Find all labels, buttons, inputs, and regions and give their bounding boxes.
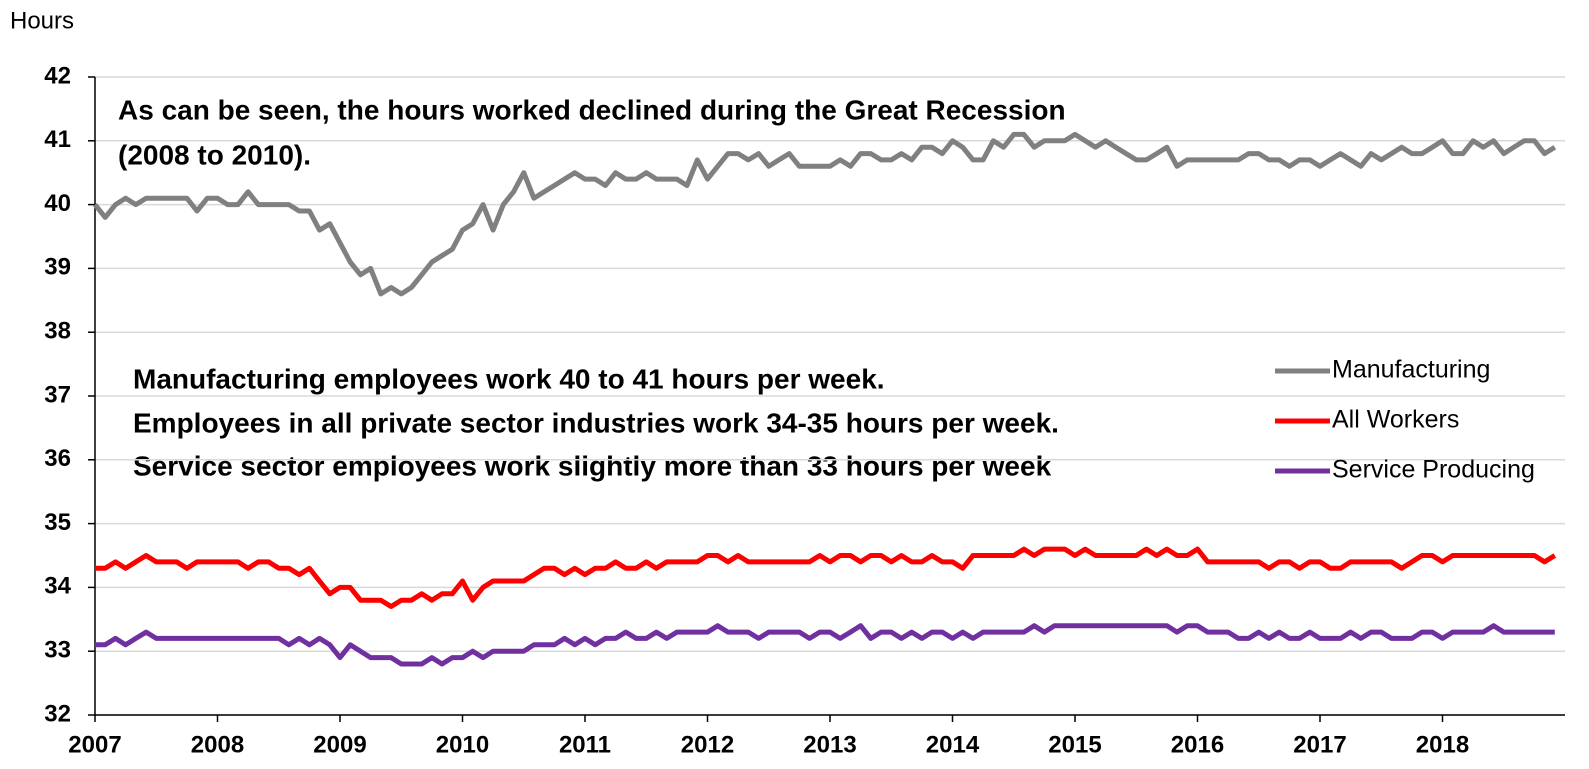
y-tick-label: 40	[44, 190, 71, 217]
x-tick-label: 2014	[926, 731, 980, 758]
legend-label: Manufacturing	[1332, 356, 1490, 384]
x-tick-label: 2016	[1171, 731, 1224, 758]
y-tick-label: 39	[44, 254, 71, 281]
legend-label: All Workers	[1332, 406, 1459, 434]
y-tick-label: 35	[44, 509, 71, 536]
annotation: Service sector employees work slightly m…	[133, 450, 1052, 481]
series-line	[93, 131, 1557, 297]
y-tick-label: 36	[44, 445, 71, 472]
legend-label: Service Producing	[1332, 456, 1535, 484]
series-line	[95, 623, 1555, 667]
y-tick-label: 33	[44, 637, 71, 664]
annotation: As can be seen, the hours worked decline…	[118, 94, 1066, 125]
annotation: Employees in all private sector industri…	[133, 407, 1059, 438]
y-tick-label: 34	[44, 573, 71, 600]
x-tick-label: 2017	[1293, 731, 1346, 758]
y-tick-label: 42	[44, 62, 71, 89]
x-tick-label: 2007	[68, 731, 121, 758]
series-line	[95, 546, 1557, 609]
x-tick-label: 2009	[313, 731, 366, 758]
x-tick-label: 2012	[681, 731, 734, 758]
annotation: (2008 to 2010).	[118, 139, 311, 170]
x-tick-label: 2015	[1048, 731, 1101, 758]
x-tick-label: 2008	[191, 731, 244, 758]
y-tick-label: 32	[44, 700, 71, 727]
x-tick-label: 2011	[559, 731, 611, 758]
annotation: Manufacturing employees work 40 to 41 ho…	[133, 363, 885, 394]
x-tick-label: 2018	[1416, 731, 1469, 758]
y-tick-label: 38	[44, 318, 71, 345]
y-tick-label: 41	[44, 126, 71, 153]
y-axis-label: Hours	[10, 7, 74, 34]
x-tick-label: 2013	[803, 731, 856, 758]
x-tick-label: 2010	[436, 731, 489, 758]
y-tick-label: 37	[44, 381, 71, 408]
